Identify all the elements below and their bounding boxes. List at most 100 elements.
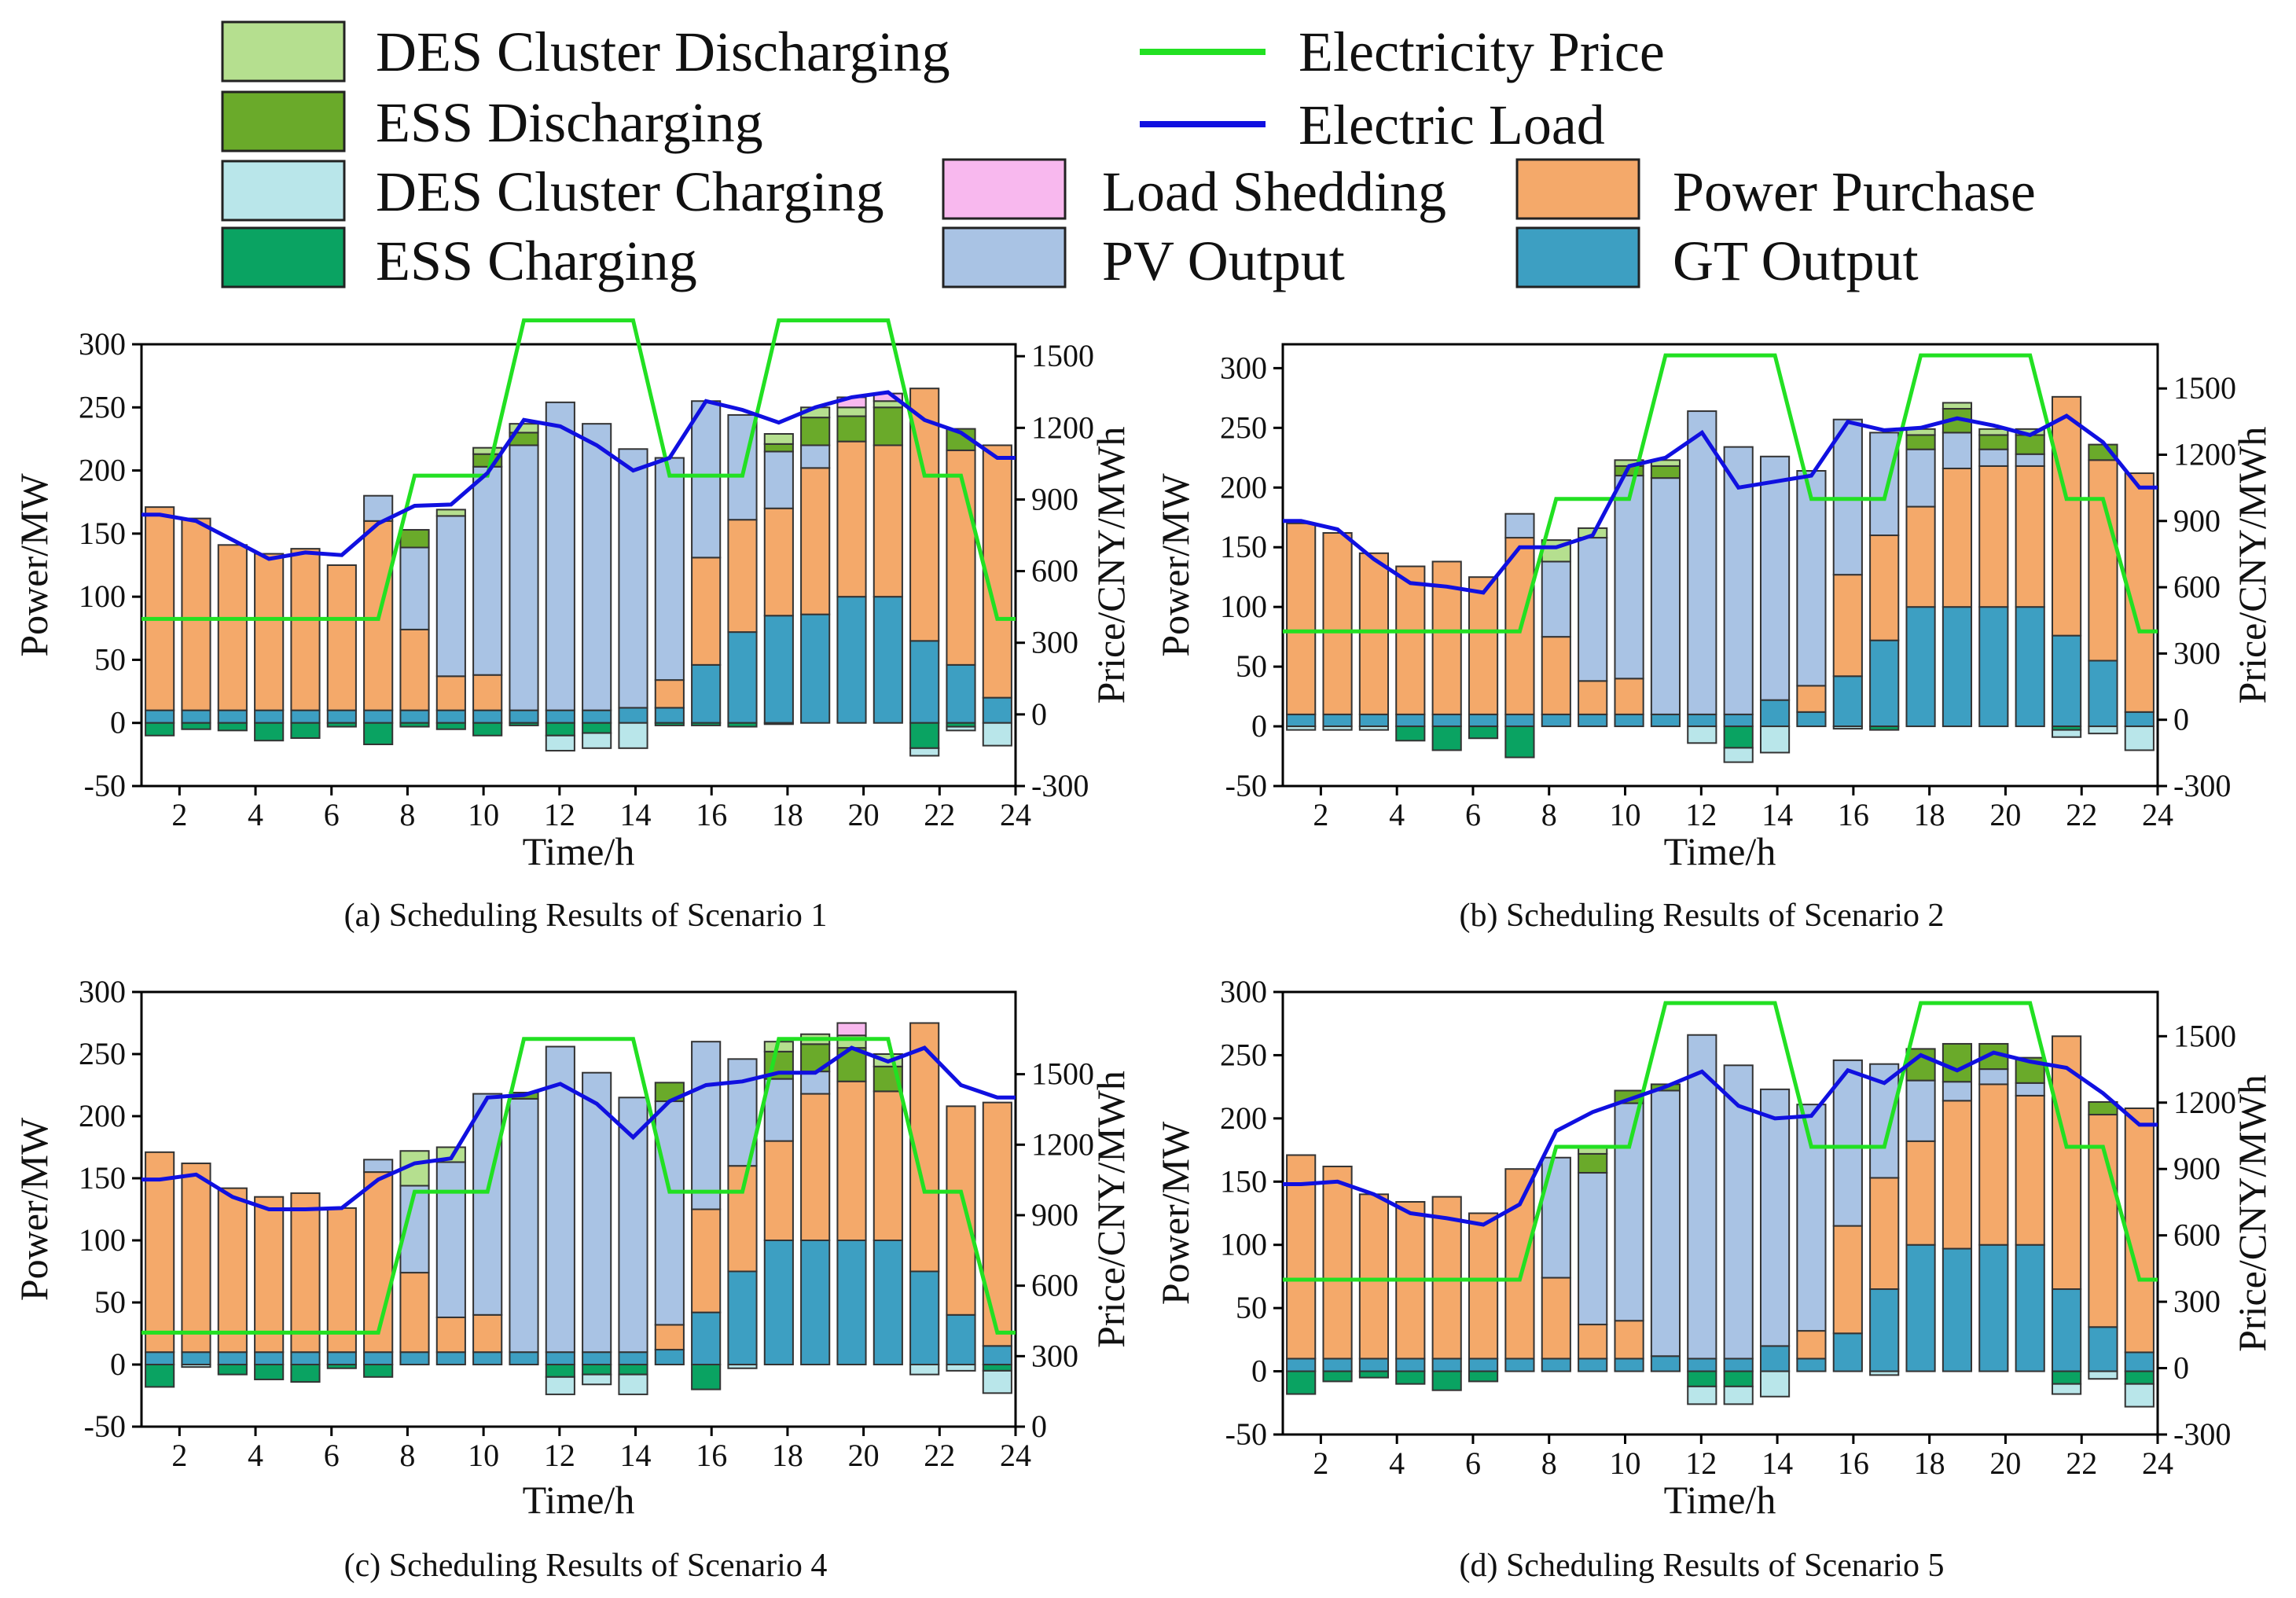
electricity-price-line: [1283, 353, 2158, 634]
pv-bar: [1796, 1104, 1827, 1332]
gt-bar: [1687, 713, 1717, 728]
y2-tick-label: 0: [2173, 1350, 2189, 1386]
power-purchase-bar: [217, 1187, 248, 1354]
pv-bar: [1650, 1089, 1681, 1357]
gt-bar: [909, 1270, 940, 1365]
y-tick-label: -50: [1225, 768, 1267, 803]
des-discharging-bar: [763, 433, 794, 445]
pv-bar: [618, 448, 648, 709]
ess-charging-bar: [1723, 1370, 1754, 1387]
y2-tick-label: 900: [2173, 503, 2221, 538]
power-purchase-bar: [2051, 1035, 2082, 1291]
load-shedding-bar: [836, 1022, 867, 1037]
pv-bar: [363, 1159, 394, 1174]
power-purchase-bar: [872, 444, 903, 598]
gt-bar: [217, 1351, 248, 1365]
power-purchase-bar: [435, 675, 466, 711]
x-axis-label: Time/h: [1664, 1478, 1776, 1522]
pv-bar: [763, 450, 794, 509]
y2-axis-label: Price/CNY/MWh: [1089, 427, 1133, 704]
gt-bar: [618, 1351, 648, 1365]
ess-charging-bar: [582, 1364, 612, 1376]
ess-charging-bar: [1431, 726, 1462, 751]
x-tick-label: 8: [399, 797, 415, 832]
y-tick-label: 200: [79, 1098, 126, 1133]
power-purchase-bar: [2051, 395, 2082, 637]
power-purchase-bar: [1614, 1320, 1644, 1360]
y-tick-label: 250: [1220, 410, 1267, 445]
legend-pv-label: PV Output: [1102, 230, 1345, 292]
des-charging-bar: [1687, 726, 1717, 744]
y-tick-label: 100: [79, 579, 126, 614]
y-tick-label: 50: [94, 1284, 126, 1320]
gt-bar: [1578, 713, 1608, 728]
pv-bar: [509, 1097, 539, 1354]
x-axis-label: Time/h: [523, 829, 635, 873]
ess-charging-bar: [691, 722, 722, 726]
gt-bar: [1941, 606, 1973, 728]
ess-charging-bar: [217, 1364, 248, 1376]
power-purchase-bar: [1905, 505, 1936, 608]
des-charging-bar: [909, 1364, 940, 1376]
legend-load-shedding-label: Load Shedding: [1102, 160, 1446, 223]
legend-load-shedding-swatch: [942, 158, 1067, 220]
ess-charging-bar: [326, 722, 357, 728]
x-tick-label: 24: [2142, 797, 2173, 832]
gt-bar: [290, 1351, 321, 1365]
x-tick-label: 10: [1610, 1446, 1641, 1481]
pv-bar: [1614, 475, 1644, 680]
power-purchase-bar: [472, 674, 503, 711]
gt-bar: [509, 1351, 539, 1365]
pv-bar: [1650, 477, 1681, 715]
gt-bar: [181, 709, 211, 724]
power-purchase-bar: [145, 506, 175, 711]
y2-tick-label: 1200: [2173, 1085, 2236, 1120]
x-tick-label: 14: [1761, 797, 1793, 832]
ess-charging-bar: [1395, 726, 1426, 742]
x-tick-label: 18: [1914, 797, 1945, 832]
y2-tick-label: 900: [1031, 481, 1078, 516]
x-tick-label: 10: [1610, 797, 1641, 832]
caption-d: (d) Scheduling Results of Scenario 5: [1459, 1548, 1944, 1584]
power-purchase-bar: [654, 1324, 685, 1351]
power-purchase-bar: [763, 507, 794, 617]
x-tick-label: 24: [1000, 797, 1031, 832]
y2-tick-label: 1200: [1031, 1126, 1094, 1162]
des-charging-bar: [2124, 1383, 2155, 1408]
ess-charging-bar: [727, 722, 758, 728]
pv-bar: [435, 515, 466, 678]
ess-charging-bar: [1395, 1370, 1426, 1385]
des-charging-bar: [946, 1364, 976, 1372]
power-purchase-bar: [1978, 1083, 2009, 1246]
y-tick-label: 200: [1220, 469, 1267, 505]
x-tick-label: 16: [696, 797, 727, 832]
pv-bar: [1687, 410, 1717, 715]
gt-bar: [1431, 713, 1462, 728]
legend-des-discharging-label: DES Cluster Discharging: [376, 20, 950, 83]
y2-tick-label: -300: [2173, 768, 2231, 803]
gt-bar: [435, 709, 466, 724]
x-tick-label: 6: [1465, 797, 1481, 832]
legend-des-discharging-swatch: [221, 20, 346, 83]
power-purchase-bar: [1468, 576, 1499, 715]
x-tick-label: 22: [2066, 1446, 2097, 1481]
power-purchase-bar: [1832, 1225, 1863, 1335]
gt-bar: [1978, 1244, 2009, 1372]
y2-tick-label: -300: [1031, 768, 1089, 803]
ess-charging-bar: [1723, 726, 1754, 749]
des-charging-bar: [1687, 1385, 1717, 1405]
x-tick-label: 20: [1989, 1446, 2021, 1481]
y2-tick-label: 300: [2173, 635, 2221, 670]
y-tick-label: 0: [110, 1346, 126, 1382]
pv-bar: [1614, 1102, 1644, 1322]
des-charging-bar: [618, 722, 648, 749]
x-tick-label: 2: [171, 797, 187, 832]
gt-bar: [1541, 1357, 1571, 1372]
gt-bar: [1322, 1357, 1353, 1372]
power-purchase-bar: [691, 1208, 722, 1313]
x-tick-label: 10: [468, 797, 499, 832]
gt-bar: [1358, 1357, 1390, 1372]
gt-bar: [836, 596, 867, 724]
des-discharging-bar: [509, 423, 539, 434]
gt-bar: [2124, 1351, 2155, 1372]
